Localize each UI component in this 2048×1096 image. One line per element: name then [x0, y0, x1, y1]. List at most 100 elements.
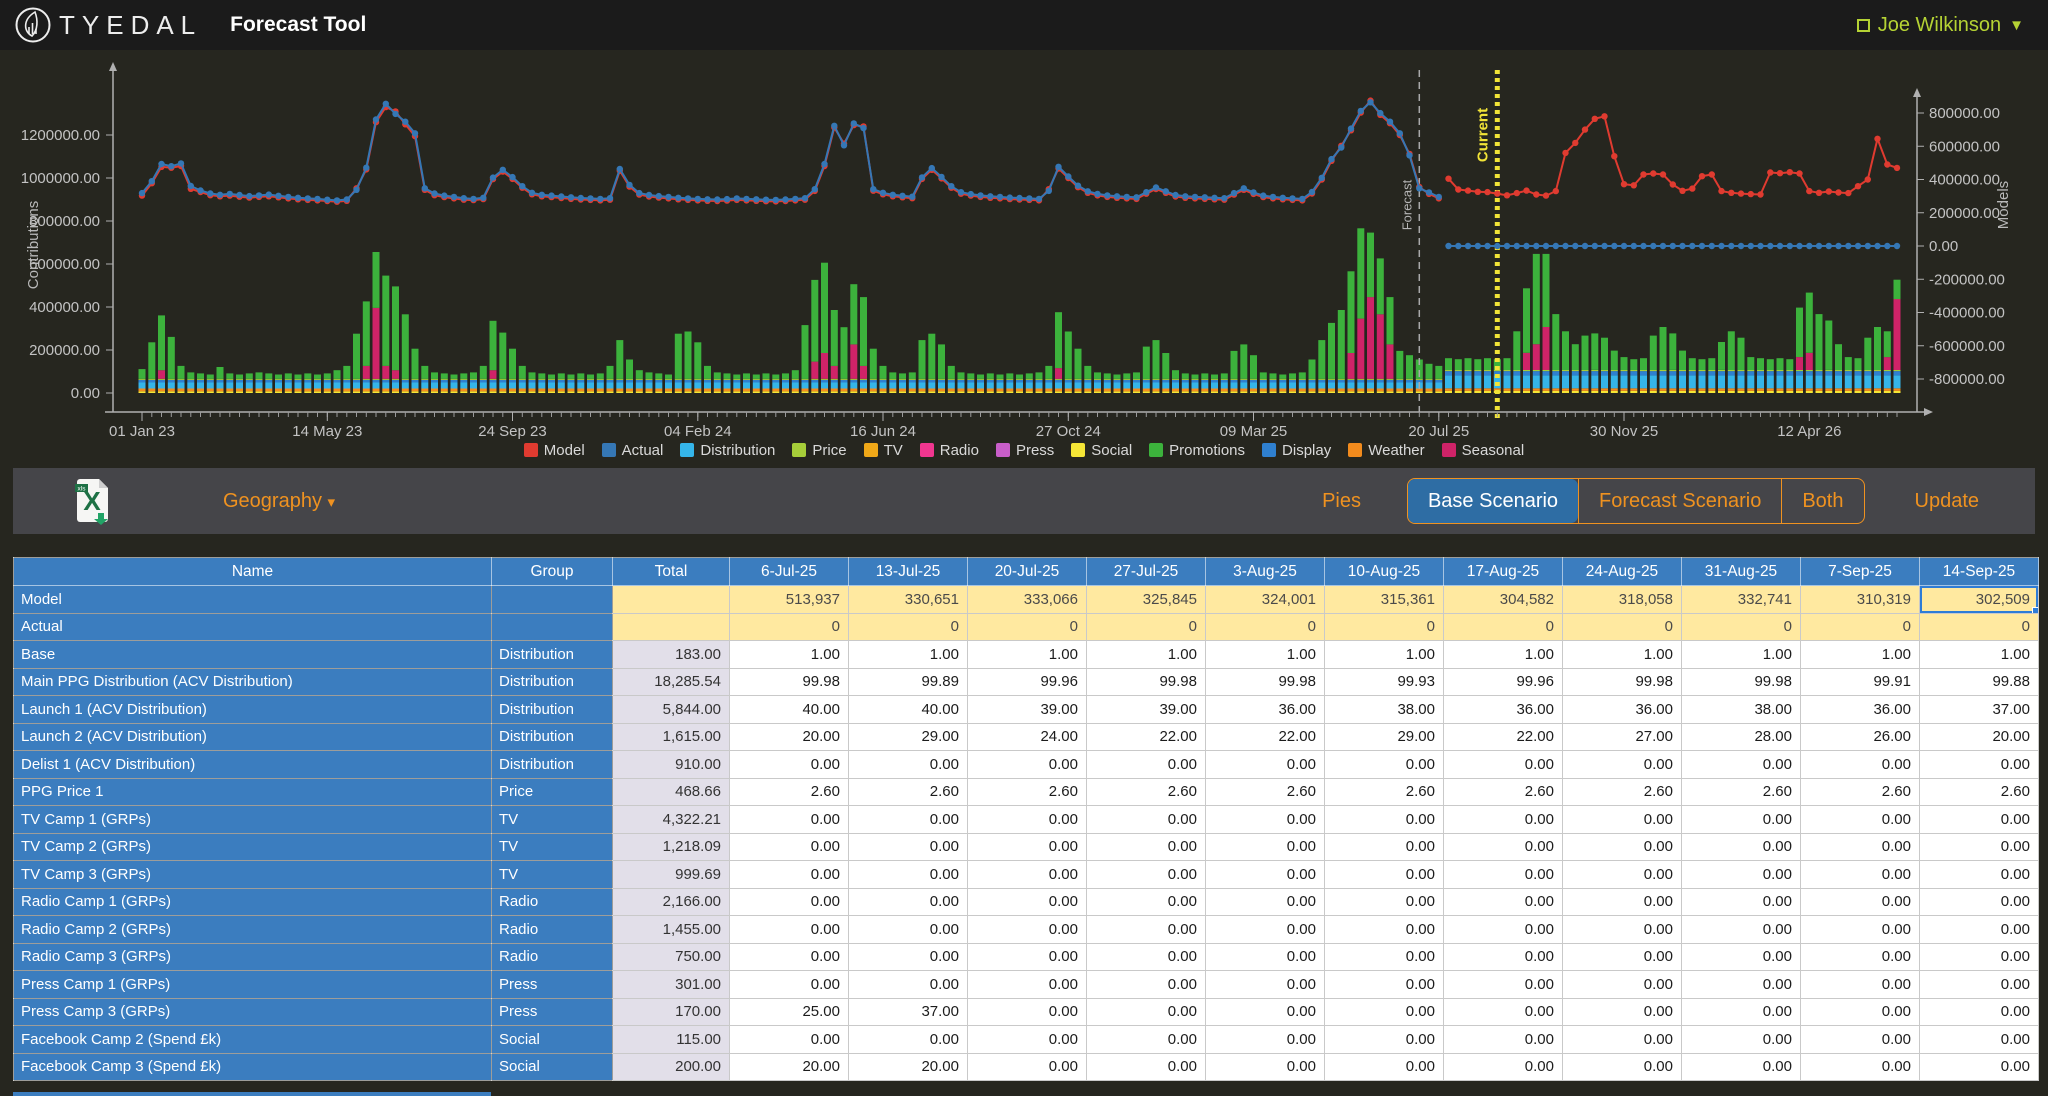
- value-cell[interactable]: 0.00: [1919, 805, 2039, 834]
- value-cell[interactable]: 36.00: [1800, 695, 1920, 724]
- legend-item-promotions[interactable]: Promotions: [1149, 442, 1245, 459]
- value-cell[interactable]: 0: [1919, 612, 2039, 641]
- value-cell[interactable]: 0.00: [1562, 860, 1682, 889]
- value-cell[interactable]: 0.00: [1443, 970, 1563, 999]
- geography-dropdown[interactable]: Geography ▾: [223, 489, 336, 512]
- value-cell[interactable]: 0.00: [1443, 915, 1563, 944]
- value-cell[interactable]: 333,066: [967, 585, 1087, 614]
- value-cell[interactable]: 315,361: [1324, 585, 1444, 614]
- value-cell[interactable]: 0.00: [1324, 942, 1444, 971]
- value-cell[interactable]: 332,741: [1681, 585, 1801, 614]
- value-cell[interactable]: 0.00: [729, 942, 849, 971]
- value-cell[interactable]: 29.00: [1324, 722, 1444, 751]
- user-menu[interactable]: Joe Wilkinson ▼: [1856, 14, 2024, 37]
- value-cell[interactable]: 0.00: [967, 860, 1087, 889]
- value-cell[interactable]: 0.00: [848, 942, 968, 971]
- value-cell[interactable]: 1.00: [729, 640, 849, 669]
- value-cell[interactable]: 0.00: [1562, 805, 1682, 834]
- value-cell[interactable]: 20.00: [729, 1052, 849, 1081]
- value-cell[interactable]: 0: [1681, 612, 1801, 641]
- value-cell[interactable]: 324,001: [1205, 585, 1325, 614]
- value-cell[interactable]: 0.00: [1562, 832, 1682, 861]
- value-cell[interactable]: 0.00: [1205, 942, 1325, 971]
- value-cell[interactable]: 0.00: [1681, 860, 1801, 889]
- value-cell[interactable]: 0.00: [1443, 997, 1563, 1026]
- value-cell[interactable]: 0.00: [1324, 970, 1444, 999]
- value-cell[interactable]: 99.89: [848, 667, 968, 696]
- value-cell[interactable]: 99.98: [729, 667, 849, 696]
- value-cell[interactable]: 0.00: [848, 860, 968, 889]
- value-cell[interactable]: 0.00: [1562, 1052, 1682, 1081]
- value-cell[interactable]: 0.00: [1919, 750, 2039, 779]
- value-cell[interactable]: 0.00: [1443, 832, 1563, 861]
- value-cell[interactable]: 0.00: [1800, 1025, 1920, 1054]
- legend-item-weather[interactable]: Weather: [1348, 442, 1425, 459]
- value-cell[interactable]: 26.00: [1800, 722, 1920, 751]
- value-cell[interactable]: 0: [1086, 612, 1206, 641]
- value-cell[interactable]: 2.60: [1205, 777, 1325, 806]
- value-cell[interactable]: 27.00: [1562, 722, 1682, 751]
- value-cell[interactable]: 0: [1800, 612, 1920, 641]
- value-cell[interactable]: 0.00: [967, 942, 1087, 971]
- value-cell[interactable]: 1.00: [1919, 640, 2039, 669]
- value-cell[interactable]: 25.00: [729, 997, 849, 1026]
- value-cell[interactable]: 0.00: [729, 970, 849, 999]
- value-cell[interactable]: 0: [1562, 612, 1682, 641]
- value-cell[interactable]: 0.00: [1681, 970, 1801, 999]
- value-cell[interactable]: 0.00: [1324, 1025, 1444, 1054]
- value-cell[interactable]: 0.00: [1443, 805, 1563, 834]
- value-cell[interactable]: 2.60: [1562, 777, 1682, 806]
- value-cell[interactable]: 0.00: [1562, 997, 1682, 1026]
- value-cell[interactable]: 0.00: [1205, 750, 1325, 779]
- value-cell[interactable]: 0.00: [1205, 1052, 1325, 1081]
- legend-item-model[interactable]: Model: [523, 442, 585, 459]
- value-cell[interactable]: 0: [1205, 612, 1325, 641]
- value-cell[interactable]: 0.00: [1919, 915, 2039, 944]
- value-cell[interactable]: 0.00: [1562, 887, 1682, 916]
- value-cell[interactable]: 0: [848, 612, 968, 641]
- fill-handle[interactable]: [2032, 606, 2038, 613]
- value-cell[interactable]: 1.00: [1324, 640, 1444, 669]
- value-cell[interactable]: 0.00: [729, 750, 849, 779]
- value-cell[interactable]: 0.00: [1562, 915, 1682, 944]
- value-cell[interactable]: 0.00: [1919, 942, 2039, 971]
- value-cell[interactable]: 0.00: [1324, 887, 1444, 916]
- value-cell[interactable]: 0.00: [1681, 942, 1801, 971]
- forecast-chart[interactable]: Forecast Current 1200000.00 1000000.00 80000…: [0, 50, 2048, 440]
- value-cell[interactable]: 0.00: [729, 805, 849, 834]
- value-cell[interactable]: 0.00: [1800, 887, 1920, 916]
- value-cell[interactable]: 0.00: [1205, 860, 1325, 889]
- value-cell[interactable]: 38.00: [1681, 695, 1801, 724]
- value-cell[interactable]: 2.60: [1086, 777, 1206, 806]
- value-cell[interactable]: 0: [1324, 612, 1444, 641]
- value-cell[interactable]: 0.00: [967, 887, 1087, 916]
- value-cell[interactable]: 0.00: [1919, 970, 2039, 999]
- value-cell[interactable]: 0.00: [1800, 750, 1920, 779]
- value-cell[interactable]: 0.00: [1086, 942, 1206, 971]
- value-cell[interactable]: 37.00: [1919, 695, 2039, 724]
- value-cell[interactable]: 36.00: [1443, 695, 1563, 724]
- value-cell[interactable]: 2.60: [1324, 777, 1444, 806]
- value-cell[interactable]: 1.00: [1205, 640, 1325, 669]
- value-cell[interactable]: 37.00: [848, 997, 968, 1026]
- value-cell[interactable]: 0.00: [1443, 750, 1563, 779]
- value-cell[interactable]: 2.60: [1919, 777, 2039, 806]
- value-cell[interactable]: 0.00: [1324, 805, 1444, 834]
- value-cell[interactable]: 0.00: [1205, 832, 1325, 861]
- value-cell[interactable]: 22.00: [1205, 722, 1325, 751]
- value-cell[interactable]: 0.00: [1800, 942, 1920, 971]
- forecast-scenario-button[interactable]: Forecast Scenario: [1578, 479, 1781, 523]
- value-cell[interactable]: 1.00: [1562, 640, 1682, 669]
- value-cell[interactable]: 0.00: [1800, 805, 1920, 834]
- value-cell[interactable]: 99.96: [1443, 667, 1563, 696]
- value-cell[interactable]: 330,651: [848, 585, 968, 614]
- value-cell[interactable]: 0.00: [1205, 915, 1325, 944]
- value-cell[interactable]: 0.00: [1800, 970, 1920, 999]
- value-cell[interactable]: 39.00: [1086, 695, 1206, 724]
- value-cell[interactable]: 2.60: [1681, 777, 1801, 806]
- value-cell[interactable]: 0.00: [848, 887, 968, 916]
- value-cell[interactable]: 0.00: [1086, 997, 1206, 1026]
- value-cell[interactable]: 0.00: [729, 887, 849, 916]
- value-cell[interactable]: 0.00: [967, 1025, 1087, 1054]
- legend-item-tv[interactable]: TV: [863, 442, 903, 459]
